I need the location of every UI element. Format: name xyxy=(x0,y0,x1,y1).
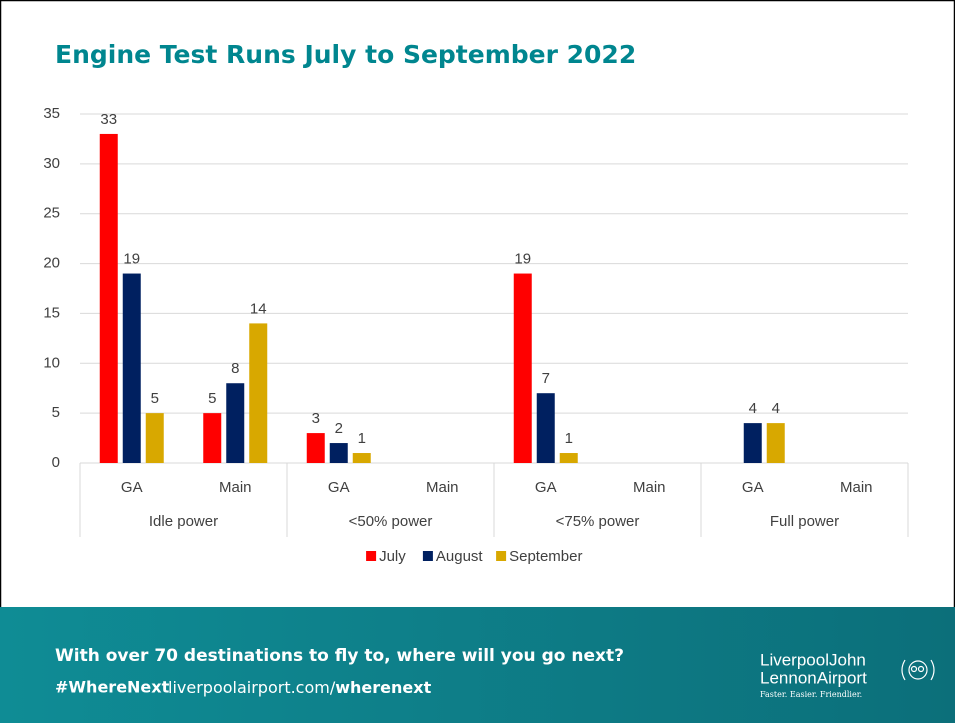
url-suffix: wherenext xyxy=(335,678,431,697)
legend-label: July xyxy=(379,548,406,565)
data-label: 33 xyxy=(100,111,117,128)
footer-hashtag: #WhereNext xyxy=(55,678,170,697)
legend-label: August xyxy=(436,548,484,565)
legend-swatch xyxy=(422,551,433,561)
y-tick-label: 35 xyxy=(43,105,60,122)
y-tick-label: 25 xyxy=(43,205,60,222)
data-label: 19 xyxy=(123,251,140,268)
x-tick-label: Main xyxy=(426,479,459,496)
logo-line1: LiverpoolJohn xyxy=(760,650,866,669)
bar xyxy=(145,413,164,463)
data-label: 5 xyxy=(151,390,159,407)
group-label: Idle power xyxy=(149,513,218,530)
data-label: 5 xyxy=(208,390,216,407)
bar xyxy=(559,453,578,463)
bar xyxy=(99,133,118,463)
legend-swatch xyxy=(366,551,377,561)
data-label: 14 xyxy=(250,300,267,317)
bar xyxy=(226,383,245,463)
x-tick-label: GA xyxy=(742,479,764,496)
footer-tagline: With over 70 destinations to fly to, whe… xyxy=(55,646,624,666)
logo-icon xyxy=(901,659,935,681)
bar xyxy=(766,423,785,463)
footer-band xyxy=(0,607,955,723)
logo-slogan: Faster. Easier. Friendlier. xyxy=(760,690,862,699)
data-label: 8 xyxy=(231,360,239,377)
bar xyxy=(743,423,762,463)
y-tick-label: 5 xyxy=(52,404,60,421)
legend-swatch xyxy=(496,551,507,561)
group-label: <75% power xyxy=(556,513,640,530)
data-label: 1 xyxy=(358,430,366,447)
y-tick-label: 0 xyxy=(52,454,60,471)
legend-label: September xyxy=(509,548,582,565)
url-prefix: liverpoolairport.com/ xyxy=(168,678,336,697)
bar xyxy=(203,413,222,463)
bar xyxy=(536,393,555,463)
data-label: 2 xyxy=(335,420,343,437)
data-label: 7 xyxy=(542,370,550,387)
bar xyxy=(306,433,325,463)
bar xyxy=(122,273,141,463)
chart-title: Engine Test Runs July to September 2022 xyxy=(55,40,636,69)
group-label: Full power xyxy=(770,513,839,530)
data-label: 4 xyxy=(749,400,757,417)
logo-line2: LennonAirport xyxy=(760,668,867,687)
y-tick-label: 20 xyxy=(43,255,60,272)
bar xyxy=(352,453,371,463)
x-tick-label: GA xyxy=(328,479,350,496)
y-tick-label: 30 xyxy=(43,155,60,172)
data-label: 19 xyxy=(514,251,531,268)
x-tick-label: Main xyxy=(219,479,252,496)
y-tick-label: 15 xyxy=(43,304,60,321)
data-label: 4 xyxy=(772,400,780,417)
x-tick-label: GA xyxy=(121,479,143,496)
group-label: <50% power xyxy=(349,513,433,530)
x-tick-label: GA xyxy=(535,479,557,496)
footer-url: liverpoolairport.com/wherenext xyxy=(168,678,432,697)
x-tick-label: Main xyxy=(633,479,666,496)
bar xyxy=(513,273,532,463)
bar xyxy=(249,323,268,463)
x-tick-label: Main xyxy=(840,479,873,496)
bar xyxy=(329,443,348,463)
data-label: 1 xyxy=(565,430,573,447)
y-tick-label: 10 xyxy=(43,354,60,371)
data-label: 3 xyxy=(312,410,320,427)
